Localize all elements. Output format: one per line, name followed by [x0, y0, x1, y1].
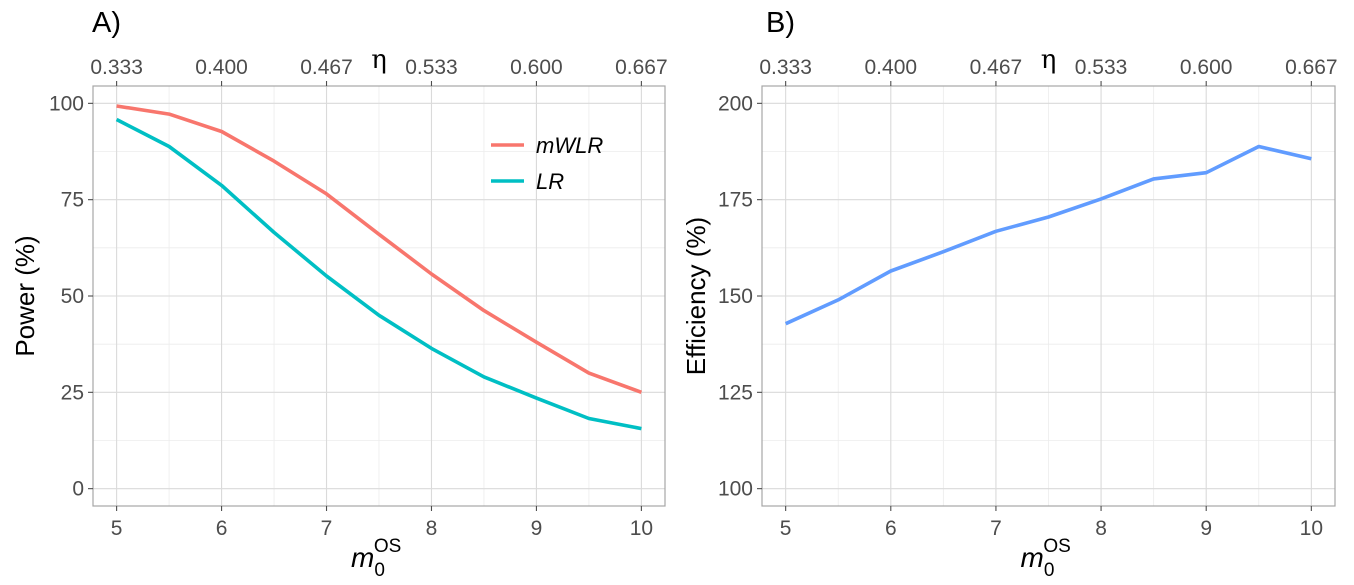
x-axis-title-superscript: OS — [374, 536, 401, 557]
top-tick-label: 0.533 — [1075, 56, 1128, 79]
x-tick-label: 6 — [885, 517, 897, 540]
legend-label-lr: LR — [536, 169, 564, 194]
y-tick-label: 175 — [718, 189, 753, 212]
top-tick-label: 0.467 — [300, 56, 353, 79]
legend-label-mwlr: mWLR — [536, 133, 603, 158]
x-tick-label: 7 — [321, 517, 333, 540]
panel-a: A) 5 6 7 8 9 10 0.333 0.400 0.467 0.533 0.600 0.667 0… — [10, 7, 668, 581]
x-axis-title-base: m — [351, 542, 374, 573]
y-tick-label: 100 — [718, 478, 753, 501]
series-line-mwlr — [116, 104, 643, 394]
panel-tag: A) — [92, 7, 121, 39]
x-tick-label: 10 — [630, 517, 653, 540]
x-tick-label: 5 — [780, 517, 792, 540]
top-tick-label: 0.600 — [510, 56, 563, 79]
y-axis-title: Power (%) — [10, 235, 40, 356]
top-tick-label: 0.667 — [1285, 56, 1338, 79]
series-line-efficiency — [784, 144, 1312, 326]
x-axis-title-subscript: 0 — [1044, 560, 1055, 581]
x-tick-label: 9 — [1200, 517, 1212, 540]
x-tick-label: 5 — [111, 517, 123, 540]
panel-b: B) 5 6 7 8 9 10 0.333 0.400 0.467 0.533 0.600 0.667 1… — [681, 7, 1338, 581]
x-tick-label: 7 — [990, 517, 1002, 540]
x-tick-label: 6 — [216, 517, 228, 540]
y-tick-label: 50 — [61, 285, 84, 308]
x-axis-title: m0 OS — [1021, 536, 1071, 581]
top-tick-label: 0.533 — [405, 56, 458, 79]
y-tick-label: 200 — [718, 92, 753, 115]
top-tick-label: 0.467 — [970, 56, 1023, 79]
x-tick-label: 8 — [1095, 517, 1107, 540]
top-tick-label: 0.333 — [90, 56, 143, 79]
y-tick-label: 125 — [718, 381, 753, 404]
top-tick-label: 0.600 — [1180, 56, 1233, 79]
y-tick-label: 25 — [61, 381, 84, 404]
top-tick-label: 0.400 — [865, 56, 918, 79]
top-tick-label: 0.400 — [195, 56, 248, 79]
top-tick-label: 0.667 — [615, 56, 668, 79]
top-tick-label: 0.333 — [759, 56, 812, 79]
y-tick-label: 150 — [718, 285, 753, 308]
y-tick-label: 75 — [61, 189, 84, 212]
panel-tag: B) — [766, 7, 795, 39]
x-tick-label: 9 — [531, 517, 543, 540]
x-axis-title-superscript: OS — [1043, 536, 1070, 557]
top-axis-title: η — [1041, 45, 1057, 75]
y-tick-label: 100 — [49, 92, 84, 115]
series-line-lr — [115, 117, 642, 431]
legend: mWLR LR — [491, 133, 603, 194]
x-axis-title-base: m — [1021, 542, 1044, 573]
x-tick-label: 10 — [1300, 517, 1323, 540]
x-axis-title: m0 OS — [351, 536, 401, 581]
y-axis-title: Efficiency (%) — [681, 217, 711, 375]
top-axis-title: η — [371, 45, 387, 75]
y-tick-label: 0 — [72, 478, 84, 501]
x-tick-label: 8 — [426, 517, 438, 540]
x-axis-title-subscript: 0 — [374, 560, 385, 581]
